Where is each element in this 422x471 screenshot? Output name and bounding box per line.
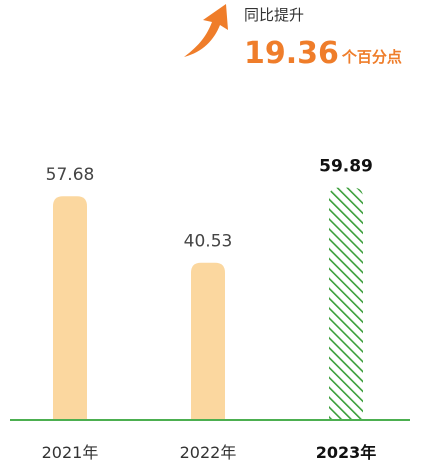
value-label: 57.68 xyxy=(46,165,95,185)
x-tick-label: 2023年 xyxy=(316,443,377,462)
value-label: 40.53 xyxy=(184,232,233,252)
x-tick-label: 2021年 xyxy=(42,443,99,462)
x-tick-label: 2022年 xyxy=(180,443,237,462)
bar xyxy=(53,196,87,420)
up-arrow xyxy=(184,4,228,57)
annotation-unit: 个百分点 xyxy=(341,48,402,66)
value-label: 59.89 xyxy=(319,157,373,177)
annotation-value: 19.36 xyxy=(244,36,339,71)
bar xyxy=(191,262,225,420)
annotation-label: 同比提升 xyxy=(244,6,304,24)
bar xyxy=(329,187,363,420)
